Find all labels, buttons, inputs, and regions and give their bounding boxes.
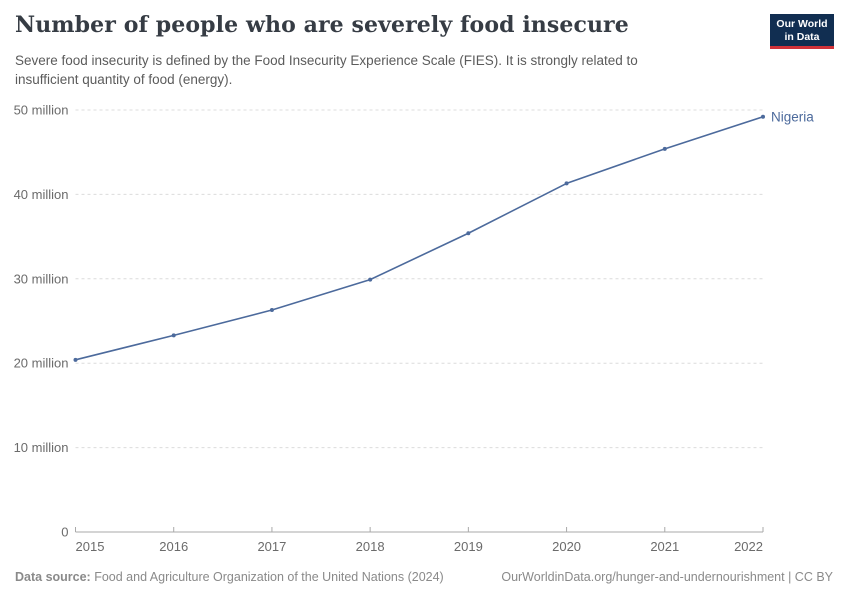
- y-axis-label: 30 million: [14, 271, 69, 286]
- data-point[interactable]: [466, 231, 471, 236]
- chart-title: Number of people who are severely food i…: [15, 12, 629, 38]
- footer: Data source: Food and Agriculture Organi…: [15, 570, 833, 584]
- chart-subtitle-line2: insufficient quantity of food (energy).: [15, 72, 233, 87]
- x-axis-label: 2017: [257, 539, 286, 554]
- data-point[interactable]: [171, 333, 176, 338]
- series-label[interactable]: Nigeria: [771, 109, 814, 124]
- x-axis-label: 2018: [356, 539, 385, 554]
- data-source: Data source: Food and Agriculture Organi…: [15, 570, 444, 584]
- owid-logo-line1: Our World: [776, 18, 828, 30]
- owid-logo[interactable]: Our World in Data: [770, 14, 834, 49]
- y-axis-label: 0: [61, 525, 68, 540]
- data-source-text: Food and Agriculture Organization of the…: [90, 570, 444, 584]
- data-point[interactable]: [269, 308, 274, 313]
- y-axis-label: 20 million: [14, 356, 69, 371]
- footer-link[interactable]: OurWorldinData.org/hunger-and-undernouri…: [501, 570, 833, 584]
- data-point[interactable]: [662, 146, 667, 151]
- y-axis-label: 40 million: [14, 187, 69, 202]
- x-axis-label: 2021: [650, 539, 679, 554]
- x-axis-label: 2019: [454, 539, 483, 554]
- x-axis-label: 2022: [734, 539, 763, 554]
- x-axis-label: 2016: [159, 539, 188, 554]
- data-point[interactable]: [368, 277, 373, 282]
- data-source-label: Data source:: [15, 570, 91, 584]
- data-point[interactable]: [73, 357, 78, 362]
- chart-subtitle-line1: Severe food insecurity is defined by the…: [15, 53, 638, 68]
- x-axis-label: 2020: [552, 539, 581, 554]
- series-line[interactable]: [74, 115, 764, 361]
- x-axis-label: 2015: [76, 539, 105, 554]
- data-point[interactable]: [761, 114, 765, 119]
- data-point[interactable]: [564, 181, 569, 186]
- y-axis-label: 10 million: [14, 440, 69, 455]
- owid-logo-line2: in Data: [784, 30, 820, 43]
- y-axis-label: 50 million: [14, 103, 69, 118]
- chart-subtitle: Severe food insecurity is defined by the…: [15, 51, 638, 89]
